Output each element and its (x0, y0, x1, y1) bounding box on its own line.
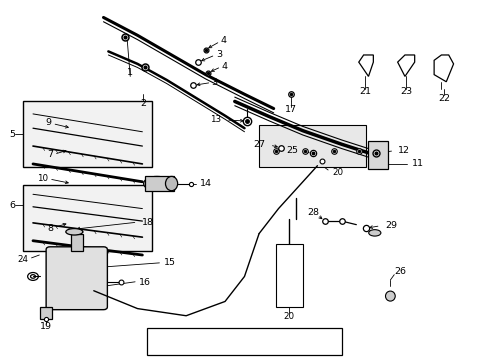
Ellipse shape (143, 176, 170, 191)
Text: 8: 8 (47, 224, 53, 233)
Bar (40, 307, 52, 319)
Ellipse shape (385, 291, 394, 301)
Text: 14: 14 (200, 179, 211, 188)
Text: 3: 3 (216, 50, 222, 59)
Text: 6: 6 (9, 201, 15, 210)
Text: 3: 3 (211, 78, 217, 87)
Text: 29: 29 (385, 221, 397, 230)
Ellipse shape (368, 230, 380, 236)
Text: 21: 21 (358, 87, 370, 96)
Text: 26: 26 (393, 267, 406, 276)
Text: 13: 13 (210, 116, 221, 125)
Text: 20: 20 (283, 312, 294, 321)
Text: 9: 9 (45, 118, 51, 127)
Bar (368, 141, 387, 169)
Text: 11: 11 (411, 159, 424, 168)
Text: 20: 20 (331, 168, 343, 177)
Text: 22: 22 (437, 94, 449, 103)
Text: 27: 27 (253, 140, 265, 149)
Text: 1: 1 (127, 68, 133, 77)
Bar (23, 185, 152, 251)
Text: 18: 18 (142, 218, 154, 227)
Text: Wiper & Washer Components: Wiper & Washer Components (178, 343, 310, 352)
Text: 2: 2 (140, 99, 146, 108)
Text: 28: 28 (307, 208, 319, 217)
Text: 16: 16 (139, 278, 151, 287)
Ellipse shape (66, 229, 82, 235)
Text: 2000 Toyota Echo: 2000 Toyota Echo (204, 334, 284, 343)
Text: 10: 10 (37, 174, 48, 183)
Text: 4: 4 (220, 36, 226, 45)
Bar (147, 328, 341, 355)
Bar (276, 244, 302, 307)
Text: 15: 15 (164, 258, 176, 267)
Text: 25: 25 (285, 146, 297, 155)
FancyBboxPatch shape (46, 247, 107, 310)
Bar (144, 176, 174, 191)
Bar (259, 125, 366, 167)
Text: 24: 24 (17, 255, 28, 264)
Ellipse shape (165, 176, 177, 191)
Text: 7: 7 (47, 150, 53, 159)
Text: 12: 12 (397, 146, 409, 155)
Bar (71, 234, 83, 251)
Text: 23: 23 (400, 87, 412, 96)
Text: 19: 19 (40, 322, 52, 331)
Text: 4: 4 (221, 62, 226, 71)
Bar (23, 102, 152, 167)
Text: 17: 17 (284, 105, 296, 114)
Text: 5: 5 (9, 130, 15, 139)
